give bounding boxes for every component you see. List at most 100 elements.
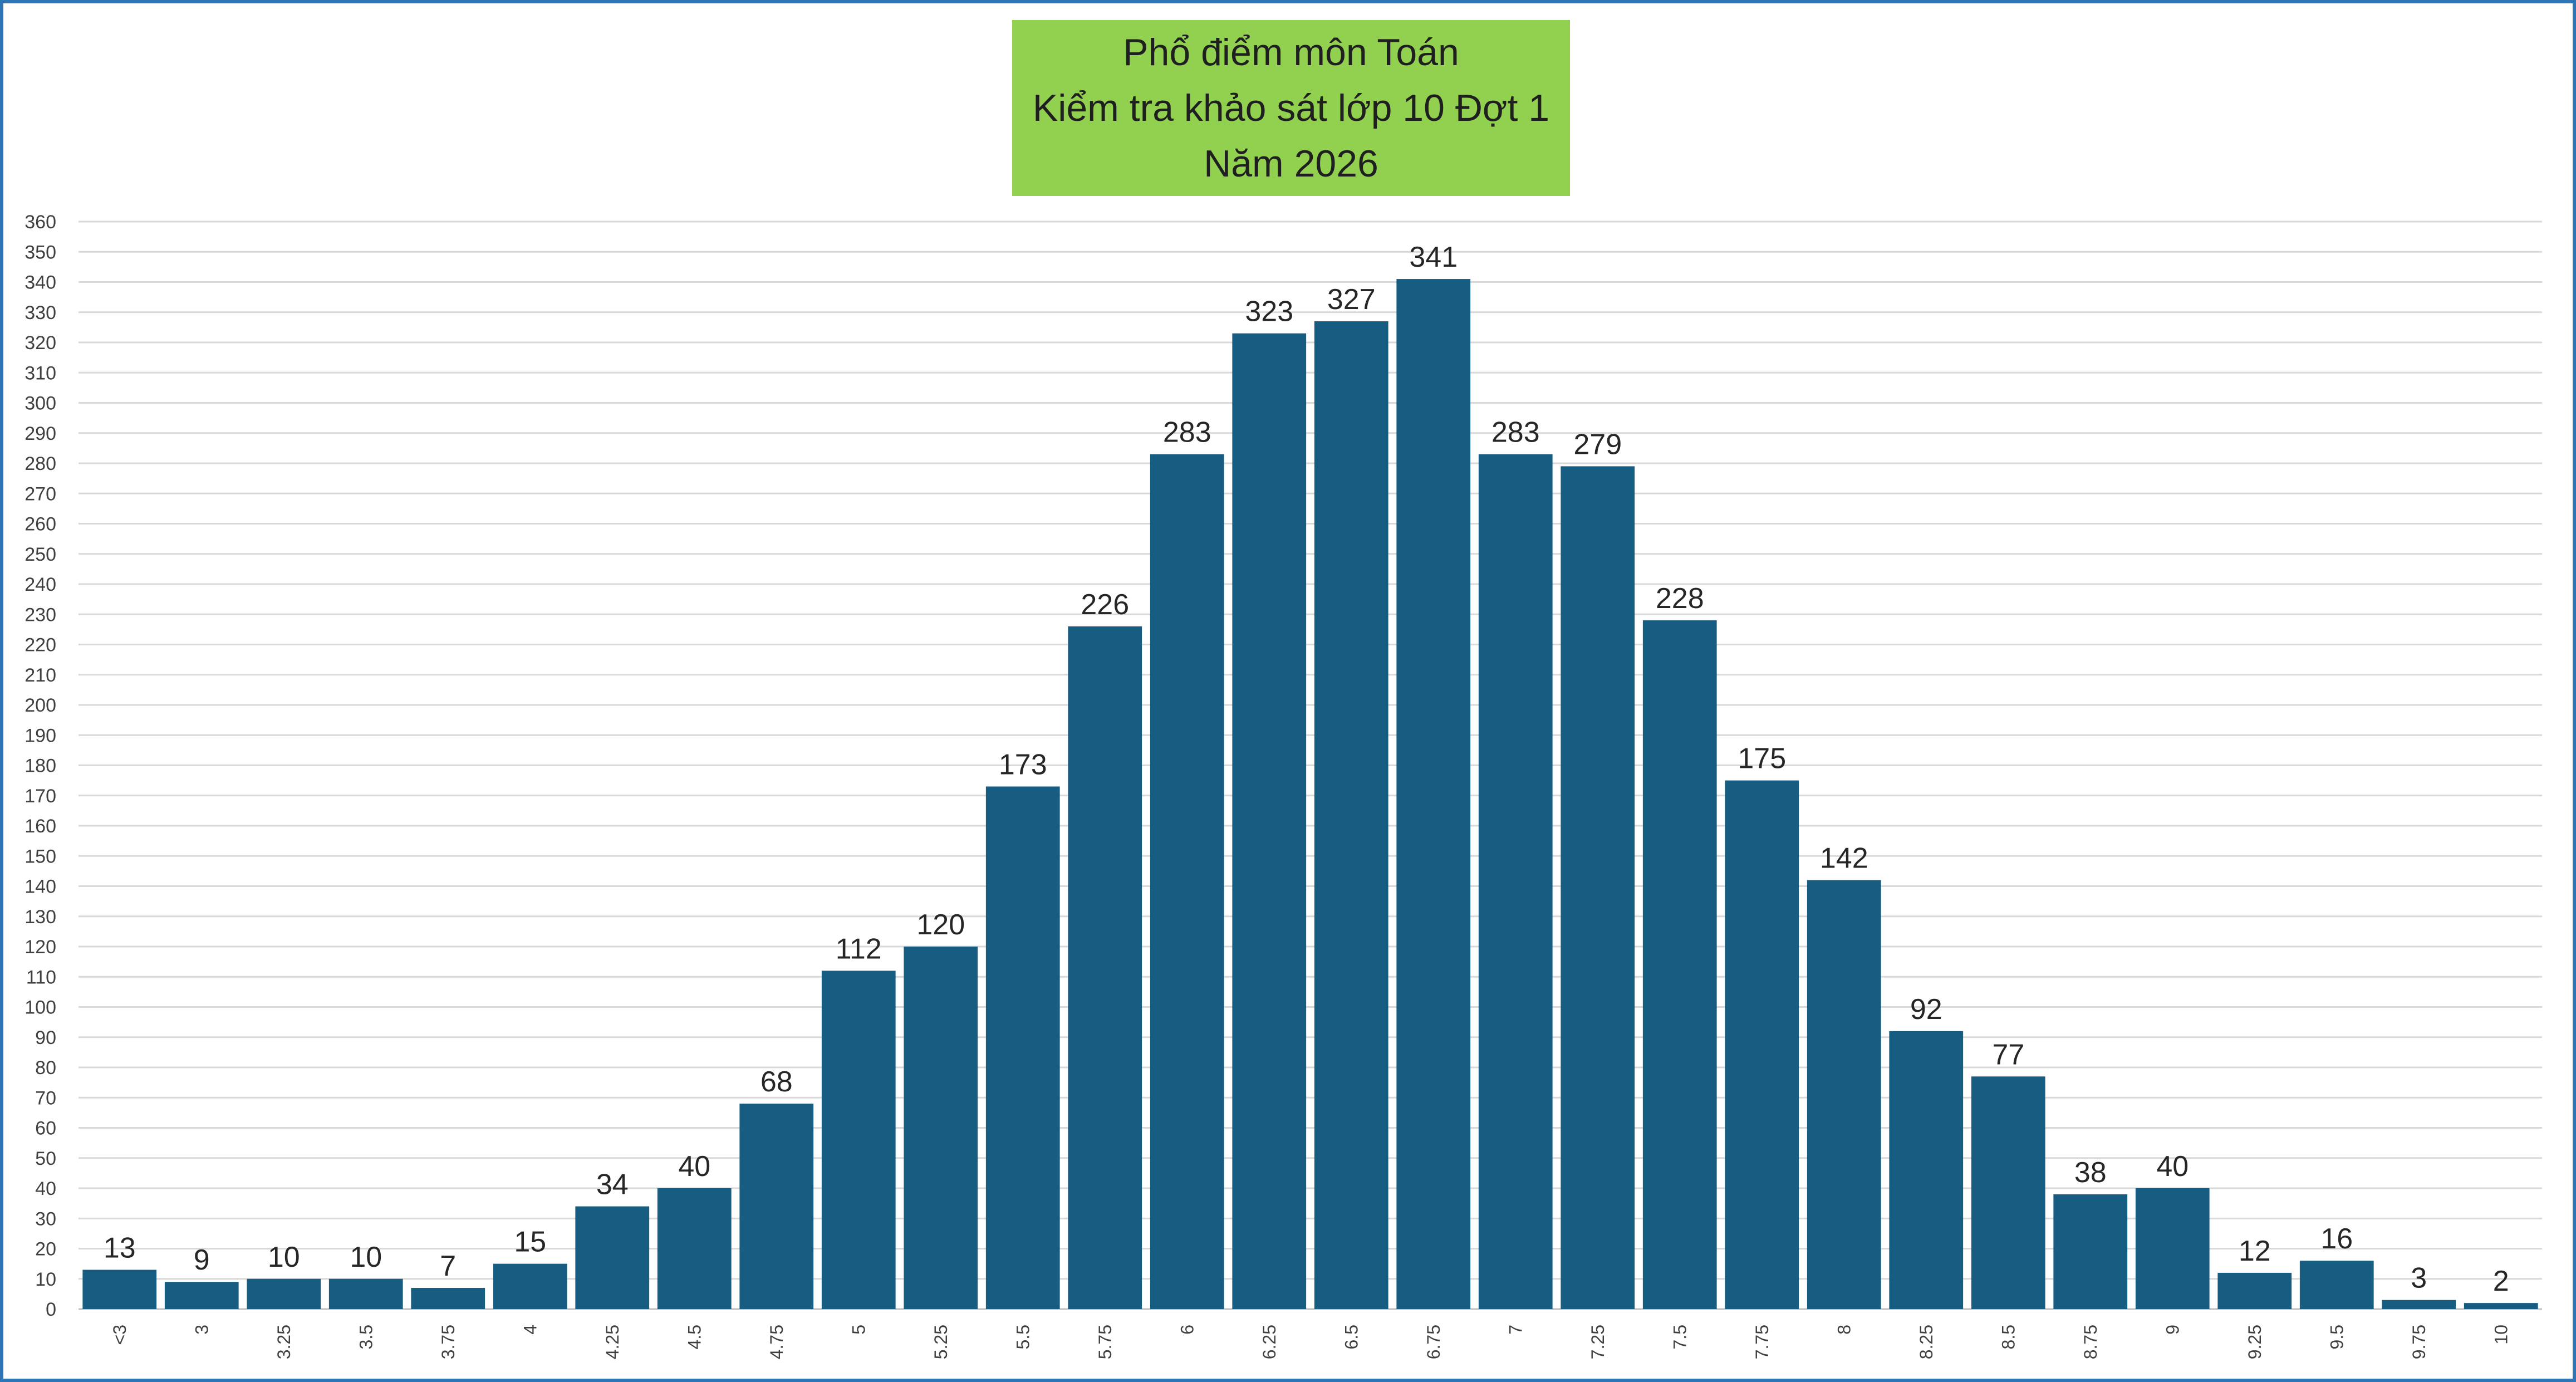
bar	[985, 786, 1060, 1309]
data-label: 38	[2074, 1156, 2107, 1189]
y-tick-label: 200	[24, 695, 56, 716]
y-tick-label: 340	[24, 272, 56, 293]
data-label: 7	[440, 1250, 456, 1282]
data-label: 341	[1409, 241, 1458, 273]
bar	[1232, 333, 1307, 1309]
data-label: 34	[596, 1169, 629, 1201]
y-tick-label: 150	[24, 846, 56, 867]
x-tick-label: 9	[2162, 1325, 2182, 1335]
x-tick-label: 3.5	[356, 1325, 376, 1349]
data-label: 9	[194, 1244, 210, 1276]
y-tick-label: 40	[35, 1178, 56, 1199]
bar	[82, 1270, 157, 1309]
bar	[411, 1288, 485, 1309]
x-tick-label: 5.5	[1013, 1325, 1033, 1349]
x-tick-label: 10	[2491, 1325, 2511, 1345]
x-tick-label: 4	[520, 1325, 540, 1335]
x-tick-label: 9.75	[2409, 1325, 2429, 1359]
x-tick-label: 7.5	[1670, 1325, 1690, 1349]
data-label: 323	[1245, 296, 1293, 328]
x-tick-label: 5	[848, 1325, 869, 1335]
bar	[1971, 1076, 2045, 1309]
bar	[2299, 1261, 2374, 1309]
data-label: 226	[1081, 589, 1129, 621]
y-tick-label: 330	[24, 302, 56, 324]
x-tick-label: 7	[1505, 1325, 1525, 1335]
y-tick-label: 210	[24, 665, 56, 686]
y-tick-label: 120	[24, 937, 56, 958]
y-tick-label: 220	[24, 635, 56, 656]
y-tick-label: 320	[24, 332, 56, 354]
x-tick-label: 4.25	[602, 1325, 622, 1359]
x-tick-label: 5.25	[931, 1325, 951, 1359]
bar	[1561, 466, 1635, 1309]
y-tick-label: 310	[24, 362, 56, 384]
data-label: 10	[268, 1241, 300, 1273]
y-tick-label: 20	[35, 1239, 56, 1260]
x-tick-label: 5.75	[1095, 1325, 1115, 1359]
y-tick-label: 350	[24, 242, 56, 263]
data-label: 40	[2156, 1150, 2189, 1183]
data-label: 283	[1163, 416, 1211, 449]
y-tick-label: 240	[24, 574, 56, 595]
bar	[739, 1104, 814, 1309]
bar	[1725, 780, 1799, 1309]
chart-plot: 0 10 20 30 40 50 60 70 80 90 100 110 120 130 140 150 160…	[24, 212, 2542, 1359]
data-label: 2	[2493, 1265, 2509, 1297]
bar	[1068, 626, 1142, 1309]
bar	[575, 1206, 650, 1309]
y-tick-label: 190	[24, 725, 56, 746]
y-tick-label: 90	[35, 1027, 56, 1048]
data-label: 283	[1491, 416, 1540, 449]
y-tick-label: 110	[26, 967, 56, 988]
y-tick-label: 300	[24, 393, 56, 414]
bar	[1396, 279, 1471, 1310]
data-label: 120	[916, 909, 965, 941]
x-tick-label: 6.5	[1341, 1325, 1361, 1349]
x-tick-label: 3.25	[274, 1325, 294, 1359]
bar	[1150, 454, 1224, 1309]
bar	[328, 1278, 403, 1309]
data-label: 12	[2239, 1235, 2271, 1267]
y-tick-label: 180	[24, 756, 56, 777]
x-tick-label: 9.25	[2245, 1325, 2265, 1359]
bar	[1478, 454, 1553, 1309]
data-label: 3	[2411, 1262, 2427, 1295]
chart-title-line-3: Năm 2026	[1204, 143, 1378, 185]
y-tick-label: 10	[35, 1269, 56, 1290]
x-tick-label: 3	[192, 1325, 212, 1335]
data-label: 10	[350, 1241, 382, 1273]
bar	[2135, 1188, 2210, 1309]
x-tick-label: 9.5	[2327, 1325, 2347, 1349]
bar	[657, 1188, 732, 1309]
chart-title-line-2: Kiểm tra khảo sát lớp 10 Đợt 1	[1032, 87, 1550, 129]
x-tick-label: 4.75	[767, 1325, 787, 1359]
y-tick-label: 80	[35, 1057, 56, 1079]
data-label: 15	[514, 1226, 546, 1258]
x-tick-label: 6.25	[1259, 1325, 1279, 1359]
data-label: 13	[104, 1232, 136, 1264]
y-tick-label: 280	[24, 453, 56, 474]
y-tick-label: 100	[24, 997, 56, 1018]
y-tick-label: 230	[24, 604, 56, 625]
bar	[821, 971, 896, 1309]
y-tick-label: 50	[35, 1148, 56, 1169]
bar	[904, 947, 978, 1309]
data-label: 92	[1910, 993, 1942, 1026]
x-tick-label: 6.75	[1424, 1325, 1444, 1359]
x-tick-label: 3.75	[438, 1325, 458, 1359]
y-tick-label: 130	[24, 906, 56, 928]
data-label: 77	[1992, 1038, 2024, 1071]
y-tick-label: 270	[24, 483, 56, 504]
bar	[164, 1282, 239, 1309]
chart-title-line-1: Phổ điểm môn Toán	[1123, 31, 1459, 73]
y-tick-label: 140	[24, 876, 56, 898]
bar	[1889, 1031, 1964, 1309]
data-label: 228	[1656, 582, 1704, 615]
data-label: 40	[678, 1150, 710, 1183]
x-tick-label: 8	[1834, 1325, 1854, 1335]
bar	[2217, 1272, 2292, 1309]
bar	[493, 1263, 567, 1309]
data-label: 327	[1327, 283, 1376, 316]
